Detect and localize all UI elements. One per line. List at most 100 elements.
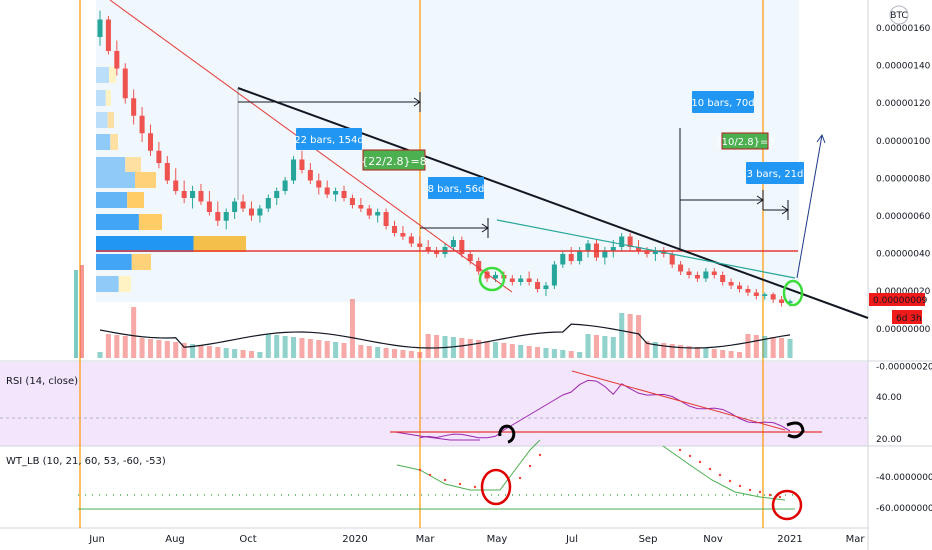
candle-body [602, 250, 608, 258]
candle-body [400, 233, 406, 237]
candle-body [509, 278, 515, 282]
candle-body [265, 198, 271, 209]
volume-bar [560, 350, 566, 358]
wt-red-dot [473, 485, 477, 489]
volume-profile-bar [125, 157, 141, 173]
price-tick-label: 0.00000160 [876, 24, 931, 34]
volume-bar [459, 338, 465, 358]
candle-body [131, 98, 137, 116]
candle-body [190, 191, 196, 198]
volume-bar [400, 350, 406, 358]
volume-profile-bar [127, 192, 144, 208]
volume-profile-bar [96, 67, 109, 83]
time-tick-label: Aug [165, 534, 185, 545]
ratio-text: {10/2.8}=3 [715, 137, 774, 148]
volume-bar [661, 343, 667, 358]
currency-badge: BTC [889, 5, 909, 25]
time-tick-label: Oct [239, 534, 256, 545]
volume-bar [585, 334, 591, 358]
candle-body [686, 271, 692, 275]
volume-bar [358, 345, 364, 358]
candle-body [753, 292, 759, 296]
volume-bar [619, 313, 625, 358]
wt-red-dot [428, 473, 432, 477]
volume-bar [728, 351, 734, 358]
candle-body [492, 275, 499, 279]
candle-body [173, 180, 179, 191]
candle-body [223, 212, 229, 221]
volume-profile-bar [96, 112, 108, 128]
wt-red-dot [538, 453, 542, 457]
candle-body [526, 278, 532, 282]
volume-bar [711, 349, 717, 358]
volume-bar [753, 335, 759, 358]
wt-red-dot [678, 448, 682, 452]
wt-red-dot [698, 460, 702, 464]
volume-profile-bar [118, 276, 131, 292]
candle-body [711, 271, 717, 275]
wt-tick-label: -60.00000000 [876, 504, 932, 514]
volume-bar [669, 344, 675, 358]
wt-red-dot [718, 473, 722, 477]
wt-title: WT_LB (10, 21, 60, 53, -60, -53) [6, 456, 166, 467]
volume-bar [476, 340, 482, 358]
volume-bar [417, 352, 423, 358]
volume-bar [232, 349, 238, 358]
volume-bar [593, 335, 599, 358]
volume-ma-line [99, 323, 791, 349]
volume-bar [627, 314, 633, 358]
volume-bar [610, 337, 616, 358]
volume-bar [383, 348, 389, 358]
volume-bar [745, 334, 751, 358]
candle-body [198, 191, 204, 202]
candle-body [257, 208, 263, 216]
candle-body [484, 271, 490, 279]
wt-red-dot [458, 482, 462, 486]
volume-bar [509, 344, 515, 358]
candle-body [636, 247, 642, 251]
volume-bar [257, 352, 263, 358]
wt-red-dot [528, 464, 532, 468]
candle-body [535, 282, 541, 289]
rsi-tick-label: 40.00 [876, 393, 902, 403]
wt-green-line [662, 445, 786, 501]
candle-body [114, 51, 120, 69]
volume-bar [156, 340, 162, 358]
rsi-line [419, 379, 791, 439]
volume-bar [694, 347, 700, 358]
time-tick-label: Jun [88, 534, 105, 545]
price-tick-label: 0.00000140 [876, 62, 931, 72]
volume-bar [190, 344, 196, 358]
time-tick-label: 2020 [342, 534, 367, 545]
volume-bar [577, 352, 583, 358]
candle-body [324, 187, 330, 195]
wt-red-dot [778, 495, 782, 499]
volume-bar [526, 346, 532, 358]
candle-body [417, 243, 423, 247]
candle-body [770, 294, 776, 300]
wt-red-dot [688, 454, 692, 458]
candle-body [450, 240, 456, 247]
volume-bar [434, 335, 440, 358]
candle-body [669, 254, 675, 265]
wt-red-dot [728, 479, 732, 483]
candle-body [560, 254, 566, 265]
moving-average-line [496, 219, 796, 279]
time-tick-label: Sep [639, 534, 658, 545]
candle-body [720, 275, 726, 282]
wt-red-dot [738, 484, 742, 488]
time-tick-label: Mar [416, 534, 436, 545]
price-tick-label: 0.00000120 [876, 99, 931, 109]
volume-bar [551, 349, 557, 358]
volume-bar [762, 336, 768, 358]
rsi-marker [786, 421, 805, 439]
rsi-trendline [571, 370, 786, 431]
volume-bar [282, 336, 288, 358]
candle-body [745, 289, 751, 293]
volume-bar [240, 350, 246, 358]
volume-bar [173, 342, 179, 358]
candle-body [728, 282, 734, 286]
volume-profile-bar [105, 90, 111, 106]
wt-red-dot [443, 478, 447, 482]
volume-bar [215, 347, 221, 358]
